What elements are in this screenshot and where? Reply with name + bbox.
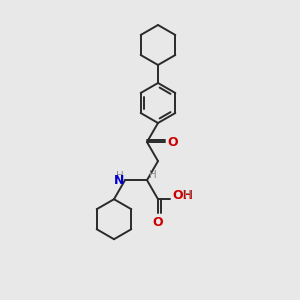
- Text: O: O: [153, 216, 163, 229]
- Text: N: N: [114, 174, 124, 187]
- Text: OH: OH: [172, 189, 193, 202]
- Text: H: H: [184, 190, 192, 200]
- Text: H: H: [149, 170, 157, 180]
- Text: O: O: [167, 136, 178, 148]
- Text: H: H: [116, 171, 124, 181]
